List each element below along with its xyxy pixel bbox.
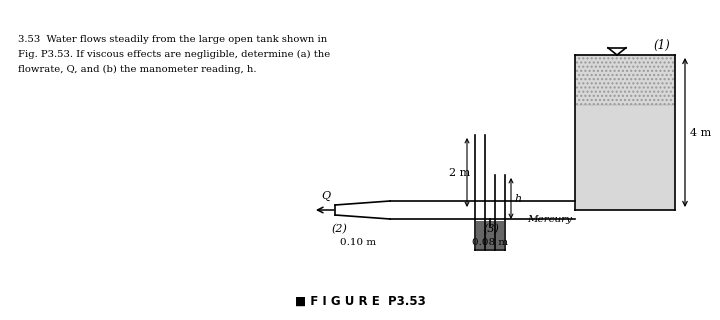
Text: Q: Q [321,191,330,201]
Text: 4 m: 4 m [690,127,711,138]
Text: 0.10 m: 0.10 m [340,238,376,247]
Text: Fig. P3.53. If viscous effects are negligible, determine (a) the: Fig. P3.53. If viscous effects are negli… [18,50,330,59]
Text: ■ F I G U R E  P3.53: ■ F I G U R E P3.53 [294,295,426,308]
Bar [575,55,675,210]
Text: flowrate, Q, and (b) the manometer reading, h.: flowrate, Q, and (b) the manometer readi… [18,65,256,74]
Text: 3.53  Water flows steadily from the large open tank shown in: 3.53 Water flows steadily from the large… [18,35,328,44]
Text: h: h [514,194,521,204]
Text: (1): (1) [653,39,670,52]
Bar [575,55,675,105]
Bar [476,221,505,249]
Text: (3): (3) [484,224,500,234]
Text: 2 m: 2 m [449,167,470,178]
Text: (2): (2) [332,224,348,234]
Text: Mercury: Mercury [527,215,572,225]
Text: 0.08 m: 0.08 m [472,238,508,247]
